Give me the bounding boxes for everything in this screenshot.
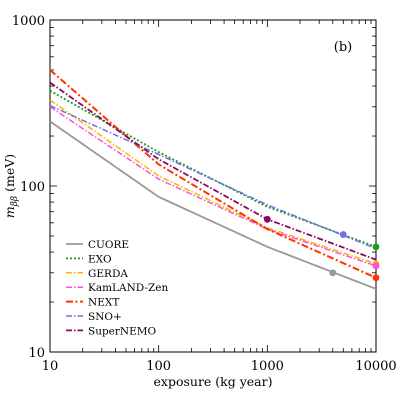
- y-axis-label: mββ (meV): [2, 154, 20, 218]
- legend-entry: NEXT: [88, 297, 119, 309]
- legend-entry: EXO: [88, 253, 112, 265]
- y-axis-subscript: ββ: [10, 196, 20, 207]
- y-axis-symbol: m: [2, 206, 17, 218]
- x-tick-label: 100: [146, 359, 171, 374]
- series-line-exo: [49, 89, 377, 248]
- x-axis-label: exposure (kg year): [154, 374, 273, 389]
- svg-text:mββ (meV): mββ (meV): [2, 154, 20, 218]
- y-tick-label: 100: [20, 180, 45, 195]
- series-lines: [49, 69, 377, 290]
- y-axis-unit: (meV): [2, 154, 17, 192]
- x-tick-label: 1000: [251, 359, 284, 374]
- series-line-next: [49, 69, 377, 279]
- legend-entry: SNO+: [88, 311, 122, 323]
- series-marker-kamland-zen: [372, 262, 380, 270]
- series-marker-exo: [372, 243, 380, 251]
- panel-label: (b): [334, 40, 352, 55]
- axis-ticks: 10 100 1000 10000 10 100 1000: [12, 14, 397, 374]
- x-tick-label: 10000: [355, 359, 396, 374]
- series-line-supernemo: [49, 81, 377, 261]
- x-tick-label: 10: [42, 359, 59, 374]
- y-tick-label: 10: [28, 346, 45, 361]
- legend-entry: GERDA: [88, 268, 128, 280]
- series-line-cuore: [49, 120, 377, 290]
- series-marker-sno-: [339, 231, 347, 238]
- legend: CUORE EXO GERDA KamLAND-Zen NEXT SNO+ SuperNEM…: [66, 239, 168, 337]
- series-line-gerda: [49, 99, 377, 265]
- legend-entry: SuperNEMO: [88, 325, 157, 337]
- legend-entry: CUORE: [88, 239, 129, 251]
- series-marker-cuore: [329, 269, 337, 277]
- series-line-kamland-zen: [49, 106, 377, 267]
- series-line-sno-: [49, 104, 377, 250]
- series-marker-supernemo: [263, 215, 271, 223]
- y-tick-label: 1000: [12, 14, 45, 29]
- legend-entry: KamLAND-Zen: [88, 282, 168, 294]
- series-marker-next: [372, 274, 380, 282]
- series-markers: [263, 215, 380, 282]
